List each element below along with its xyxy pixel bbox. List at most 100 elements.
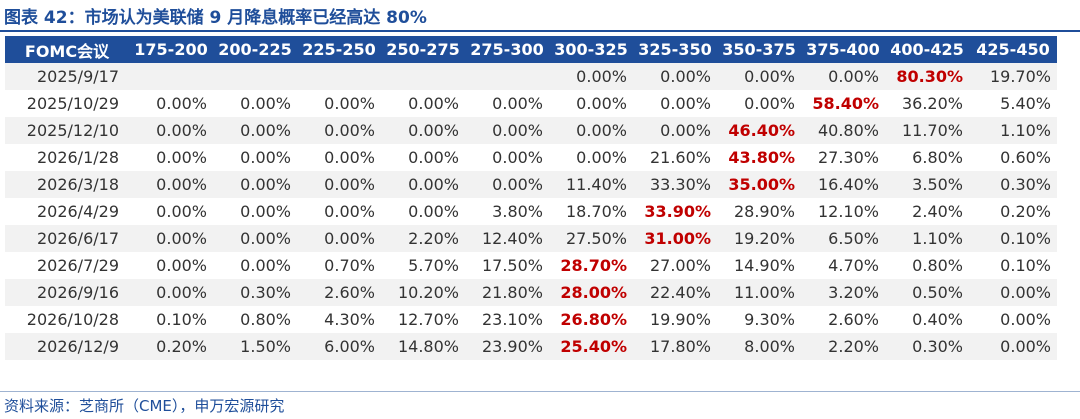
table-row: 2026/6/17 0.00% 0.00% 0.00% 2.20% 12.40% 27.50… (5, 225, 1057, 252)
table-body: 2025/9/17 0.00% 0.00% 0.00% 0.00% 80.30% 19.70… (5, 63, 1057, 360)
probability-cell: 5.70% (381, 252, 465, 279)
probability-cell: 0.80% (885, 252, 969, 279)
table-row: 2025/12/10 0.00% 0.00% 0.00% 0.00% 0.00% 0.00%… (5, 117, 1057, 144)
probability-cell: 0.00% (297, 90, 381, 117)
probability-cell: 11.70% (885, 117, 969, 144)
probability-cell: 0.00% (129, 90, 213, 117)
probability-cell: 27.30% (801, 144, 885, 171)
header-meeting: FOMC会议 (5, 36, 129, 63)
probability-cell: 0.40% (885, 306, 969, 333)
probability-cell: 0.00% (297, 225, 381, 252)
probability-cell: 0.00% (969, 279, 1057, 306)
probability-cell: 0.00% (717, 90, 801, 117)
probability-cell: 0.00% (297, 117, 381, 144)
probability-cell: 0.80% (213, 306, 297, 333)
meeting-date: 2026/1/28 (5, 144, 129, 171)
table-row: 2026/3/18 0.00% 0.00% 0.00% 0.00% 0.00% 11.40%… (5, 171, 1057, 198)
probability-cell: 0.00% (465, 90, 549, 117)
table-row: 2025/9/17 0.00% 0.00% 0.00% 0.00% 80.30% 19.70… (5, 63, 1057, 90)
probability-cell: 0.00% (213, 90, 297, 117)
probability-cell: 0.10% (969, 225, 1057, 252)
header-rate-range: 425-450 (969, 36, 1057, 63)
probability-cell: 0.00% (213, 144, 297, 171)
source-divider (0, 391, 1080, 392)
probability-cell: 0.00% (633, 63, 717, 90)
probability-cell: 0.00% (801, 63, 885, 90)
probability-cell: 0.00% (129, 144, 213, 171)
probability-cell: 0.00% (381, 90, 465, 117)
probability-cell: 0.00% (297, 144, 381, 171)
header-rate-range: 350-375 (717, 36, 801, 63)
probability-cell: 14.90% (717, 252, 801, 279)
probability-cell: 0.00% (129, 225, 213, 252)
table-row: 2026/1/28 0.00% 0.00% 0.00% 0.00% 0.00% 0.00% 2… (5, 144, 1057, 171)
header-rate-range: 175-200 (129, 36, 213, 63)
probability-cell: 3.80% (465, 198, 549, 225)
probability-cell-max: 26.80% (549, 306, 633, 333)
probability-cell: 23.90% (465, 333, 549, 360)
fomc-probability-table: FOMC会议 175-200 200-225 225-250 250-275 275-30… (5, 36, 1057, 360)
probability-cell: 8.00% (717, 333, 801, 360)
probability-cell: 0.00% (969, 306, 1057, 333)
probability-cell: 19.90% (633, 306, 717, 333)
probability-cell: 19.70% (969, 63, 1057, 90)
probability-cell-max: 43.80% (717, 144, 801, 171)
probability-cell: 3.20% (801, 279, 885, 306)
probability-cell-max: 46.40% (717, 117, 801, 144)
probability-cell-max: 58.40% (801, 90, 885, 117)
probability-cell: 4.30% (297, 306, 381, 333)
header-rate-range: 225-250 (297, 36, 381, 63)
probability-cell: 0.00% (129, 117, 213, 144)
probability-cell: 0.00% (213, 252, 297, 279)
header-rate-range: 275-300 (465, 36, 549, 63)
probability-cell: 0.60% (969, 144, 1057, 171)
probability-cell: 12.40% (465, 225, 549, 252)
probability-cell: 0.00% (213, 225, 297, 252)
probability-cell-max: 33.90% (633, 198, 717, 225)
probability-cell: 17.50% (465, 252, 549, 279)
probability-cell: 0.00% (633, 90, 717, 117)
probability-cell: 0.00% (129, 198, 213, 225)
probability-cell: 40.80% (801, 117, 885, 144)
probability-cell: 0.00% (717, 63, 801, 90)
table-row: 2026/12/9 0.20% 1.50% 6.00% 14.80% 23.90% 25.4… (5, 333, 1057, 360)
probability-cell: 19.20% (717, 225, 801, 252)
probability-cell (297, 63, 381, 90)
probability-cell-max: 35.00% (717, 171, 801, 198)
header-rate-range: 400-425 (885, 36, 969, 63)
probability-cell: 0.00% (381, 117, 465, 144)
probability-cell: 2.40% (885, 198, 969, 225)
probability-cell: 0.70% (297, 252, 381, 279)
probability-cell-max: 28.70% (549, 252, 633, 279)
table-header-row: FOMC会议 175-200 200-225 225-250 250-275 275-30… (5, 36, 1057, 63)
probability-cell: 1.10% (969, 117, 1057, 144)
probability-cell: 0.20% (969, 198, 1057, 225)
probability-cell: 21.80% (465, 279, 549, 306)
probability-cell: 17.80% (633, 333, 717, 360)
probability-cell: 1.10% (885, 225, 969, 252)
probability-cell: 0.00% (465, 171, 549, 198)
probability-cell: 21.60% (633, 144, 717, 171)
probability-cell: 0.00% (549, 117, 633, 144)
probability-cell: 0.00% (297, 198, 381, 225)
meeting-date: 2025/12/10 (5, 117, 129, 144)
probability-cell (465, 63, 549, 90)
probability-cell: 36.20% (885, 90, 969, 117)
probability-cell: 18.70% (549, 198, 633, 225)
probability-cell: 6.50% (801, 225, 885, 252)
probability-cell: 6.80% (885, 144, 969, 171)
probability-cell: 27.50% (549, 225, 633, 252)
header-rate-range: 375-400 (801, 36, 885, 63)
probability-cell: 12.70% (381, 306, 465, 333)
probability-cell: 0.00% (549, 90, 633, 117)
meeting-date: 2026/7/29 (5, 252, 129, 279)
probability-cell: 33.30% (633, 171, 717, 198)
header-rate-range: 325-350 (633, 36, 717, 63)
probability-cell: 0.00% (213, 171, 297, 198)
probability-cell: 0.00% (213, 198, 297, 225)
table-row: 2025/10/29 0.00% 0.00% 0.00% 0.00% 0.00% 0.00%… (5, 90, 1057, 117)
source-note: 资料来源：芝商所（CME），申万宏源研究 (4, 397, 285, 415)
probability-cell: 0.00% (381, 198, 465, 225)
probability-cell: 0.30% (213, 279, 297, 306)
probability-cell: 0.30% (969, 171, 1057, 198)
